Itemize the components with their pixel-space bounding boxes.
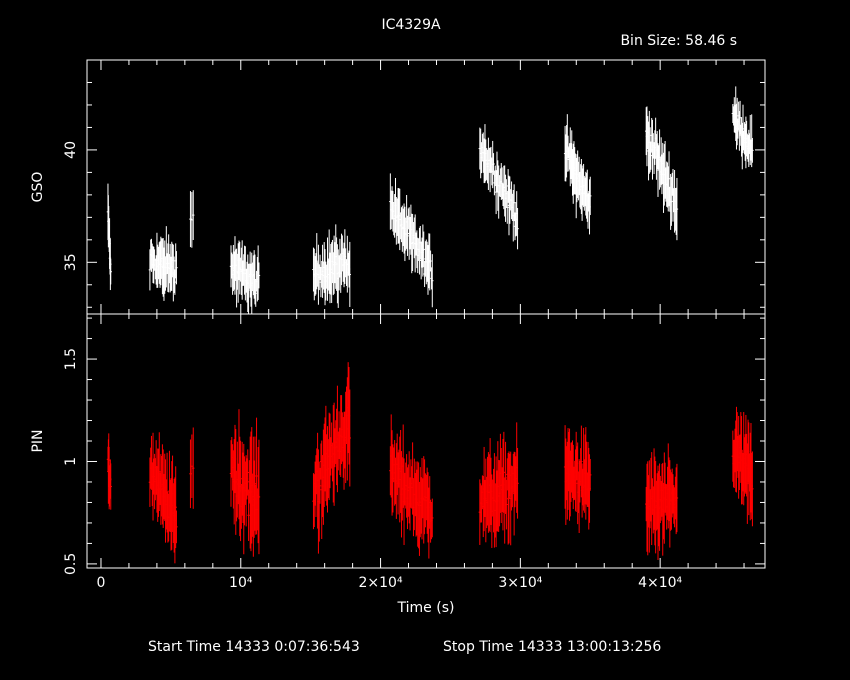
pin-data-point xyxy=(174,466,177,549)
gso-data-point xyxy=(257,262,261,289)
gso-data-point xyxy=(422,231,425,268)
gso-data-point xyxy=(173,269,177,295)
gso-data-point xyxy=(492,153,495,175)
bin-size-label: Bin Size: 58.46 s xyxy=(620,33,737,49)
pin-data-point xyxy=(246,449,249,496)
pin-y-axis-label: PIN xyxy=(30,429,46,452)
pin-y-ticks: 0.5 1 1.5 xyxy=(63,317,765,575)
gso-data-points xyxy=(106,86,754,314)
pin-data-point xyxy=(507,451,511,544)
pin-panel: 0.5 1 1.5 0 10⁴ 2×10⁴ 3×10⁴ 4×10⁴ PIN xyxy=(30,313,766,591)
y-tick-label: 0.5 xyxy=(63,553,79,575)
gso-data-point xyxy=(253,254,257,305)
pin-data-point xyxy=(255,417,258,535)
gso-data-point xyxy=(667,151,671,207)
gso-data-point xyxy=(670,176,673,226)
x-tick-label: 3×10⁴ xyxy=(498,575,542,591)
gso-data-point xyxy=(738,100,742,135)
gso-data-point xyxy=(589,176,592,216)
y-tick-label: 40 xyxy=(63,141,79,159)
y-tick-label: 1 xyxy=(63,457,79,466)
pin-data-point xyxy=(504,441,507,514)
gso-data-point xyxy=(566,135,570,159)
gso-data-point xyxy=(656,143,660,197)
gso-data-point xyxy=(406,215,409,256)
gso-data-point xyxy=(516,208,519,250)
pin-data-point xyxy=(505,479,508,530)
pin-data-point xyxy=(411,442,414,515)
pin-data-point xyxy=(175,510,178,544)
gso-data-point xyxy=(429,250,432,272)
gso-data-point xyxy=(189,191,192,248)
gso-data-point xyxy=(190,192,194,248)
chart-title: IC4329A xyxy=(381,17,441,33)
pin-data-point xyxy=(502,431,506,513)
gso-data-point xyxy=(175,251,178,285)
pin-data-point xyxy=(257,439,261,555)
pin-data-point xyxy=(580,425,583,498)
gso-data-point xyxy=(148,249,152,291)
y-tick-label: 1.5 xyxy=(63,348,79,370)
pin-data-point xyxy=(109,463,112,510)
pin-data-point xyxy=(190,434,194,498)
pin-data-point xyxy=(253,436,257,531)
pin-x-ticks: 0 10⁴ 2×10⁴ 3×10⁴ 4×10⁴ xyxy=(97,314,745,591)
gso-data-point xyxy=(512,184,516,222)
stop-time-label: Stop Time 14333 13:00:13:256 xyxy=(443,639,661,655)
pin-data-point xyxy=(516,447,519,519)
x-tick-label: 0 xyxy=(97,575,106,591)
pin-data-point xyxy=(158,432,161,511)
gso-data-point xyxy=(348,241,352,307)
gso-data-point xyxy=(247,263,250,314)
gso-x-ticks xyxy=(100,60,745,314)
gso-data-point xyxy=(500,167,504,200)
gso-panel: 35 40 GSO xyxy=(30,59,766,315)
gso-data-point xyxy=(506,190,509,224)
gso-data-point xyxy=(315,233,318,290)
y-tick-label: 35 xyxy=(63,253,79,271)
pin-data-point xyxy=(431,498,434,538)
pin-data-point xyxy=(247,489,250,541)
x-tick-label: 10⁴ xyxy=(229,575,253,591)
pin-data-point xyxy=(189,439,192,509)
pin-data-point xyxy=(348,389,352,487)
x-axis-label: Time (s) xyxy=(397,600,455,616)
pin-data-point xyxy=(675,463,679,533)
gso-data-point xyxy=(431,254,434,308)
pin-data-point xyxy=(192,427,195,509)
gso-data-point xyxy=(675,177,679,241)
gso-data-point xyxy=(109,259,112,285)
gso-data-point xyxy=(749,114,752,166)
gso-data-point xyxy=(192,190,195,241)
gso-data-point xyxy=(741,104,745,154)
gso-data-point xyxy=(751,137,754,163)
pin-data-points xyxy=(106,362,754,564)
pin-data-point xyxy=(746,443,749,524)
pin-data-point xyxy=(589,458,592,491)
gso-y-ticks: 35 40 xyxy=(63,81,765,308)
gso-data-point xyxy=(649,141,653,170)
gso-y-axis-label: GSO xyxy=(30,172,46,203)
x-tick-label: 4×10⁴ xyxy=(638,575,682,591)
x-tick-label: 2×10⁴ xyxy=(359,575,403,591)
start-time-label: Start Time 14333 0:07:36:543 xyxy=(148,639,360,655)
gso-data-point xyxy=(254,279,257,307)
pin-data-point xyxy=(751,451,754,527)
pin-data-point xyxy=(318,467,322,504)
